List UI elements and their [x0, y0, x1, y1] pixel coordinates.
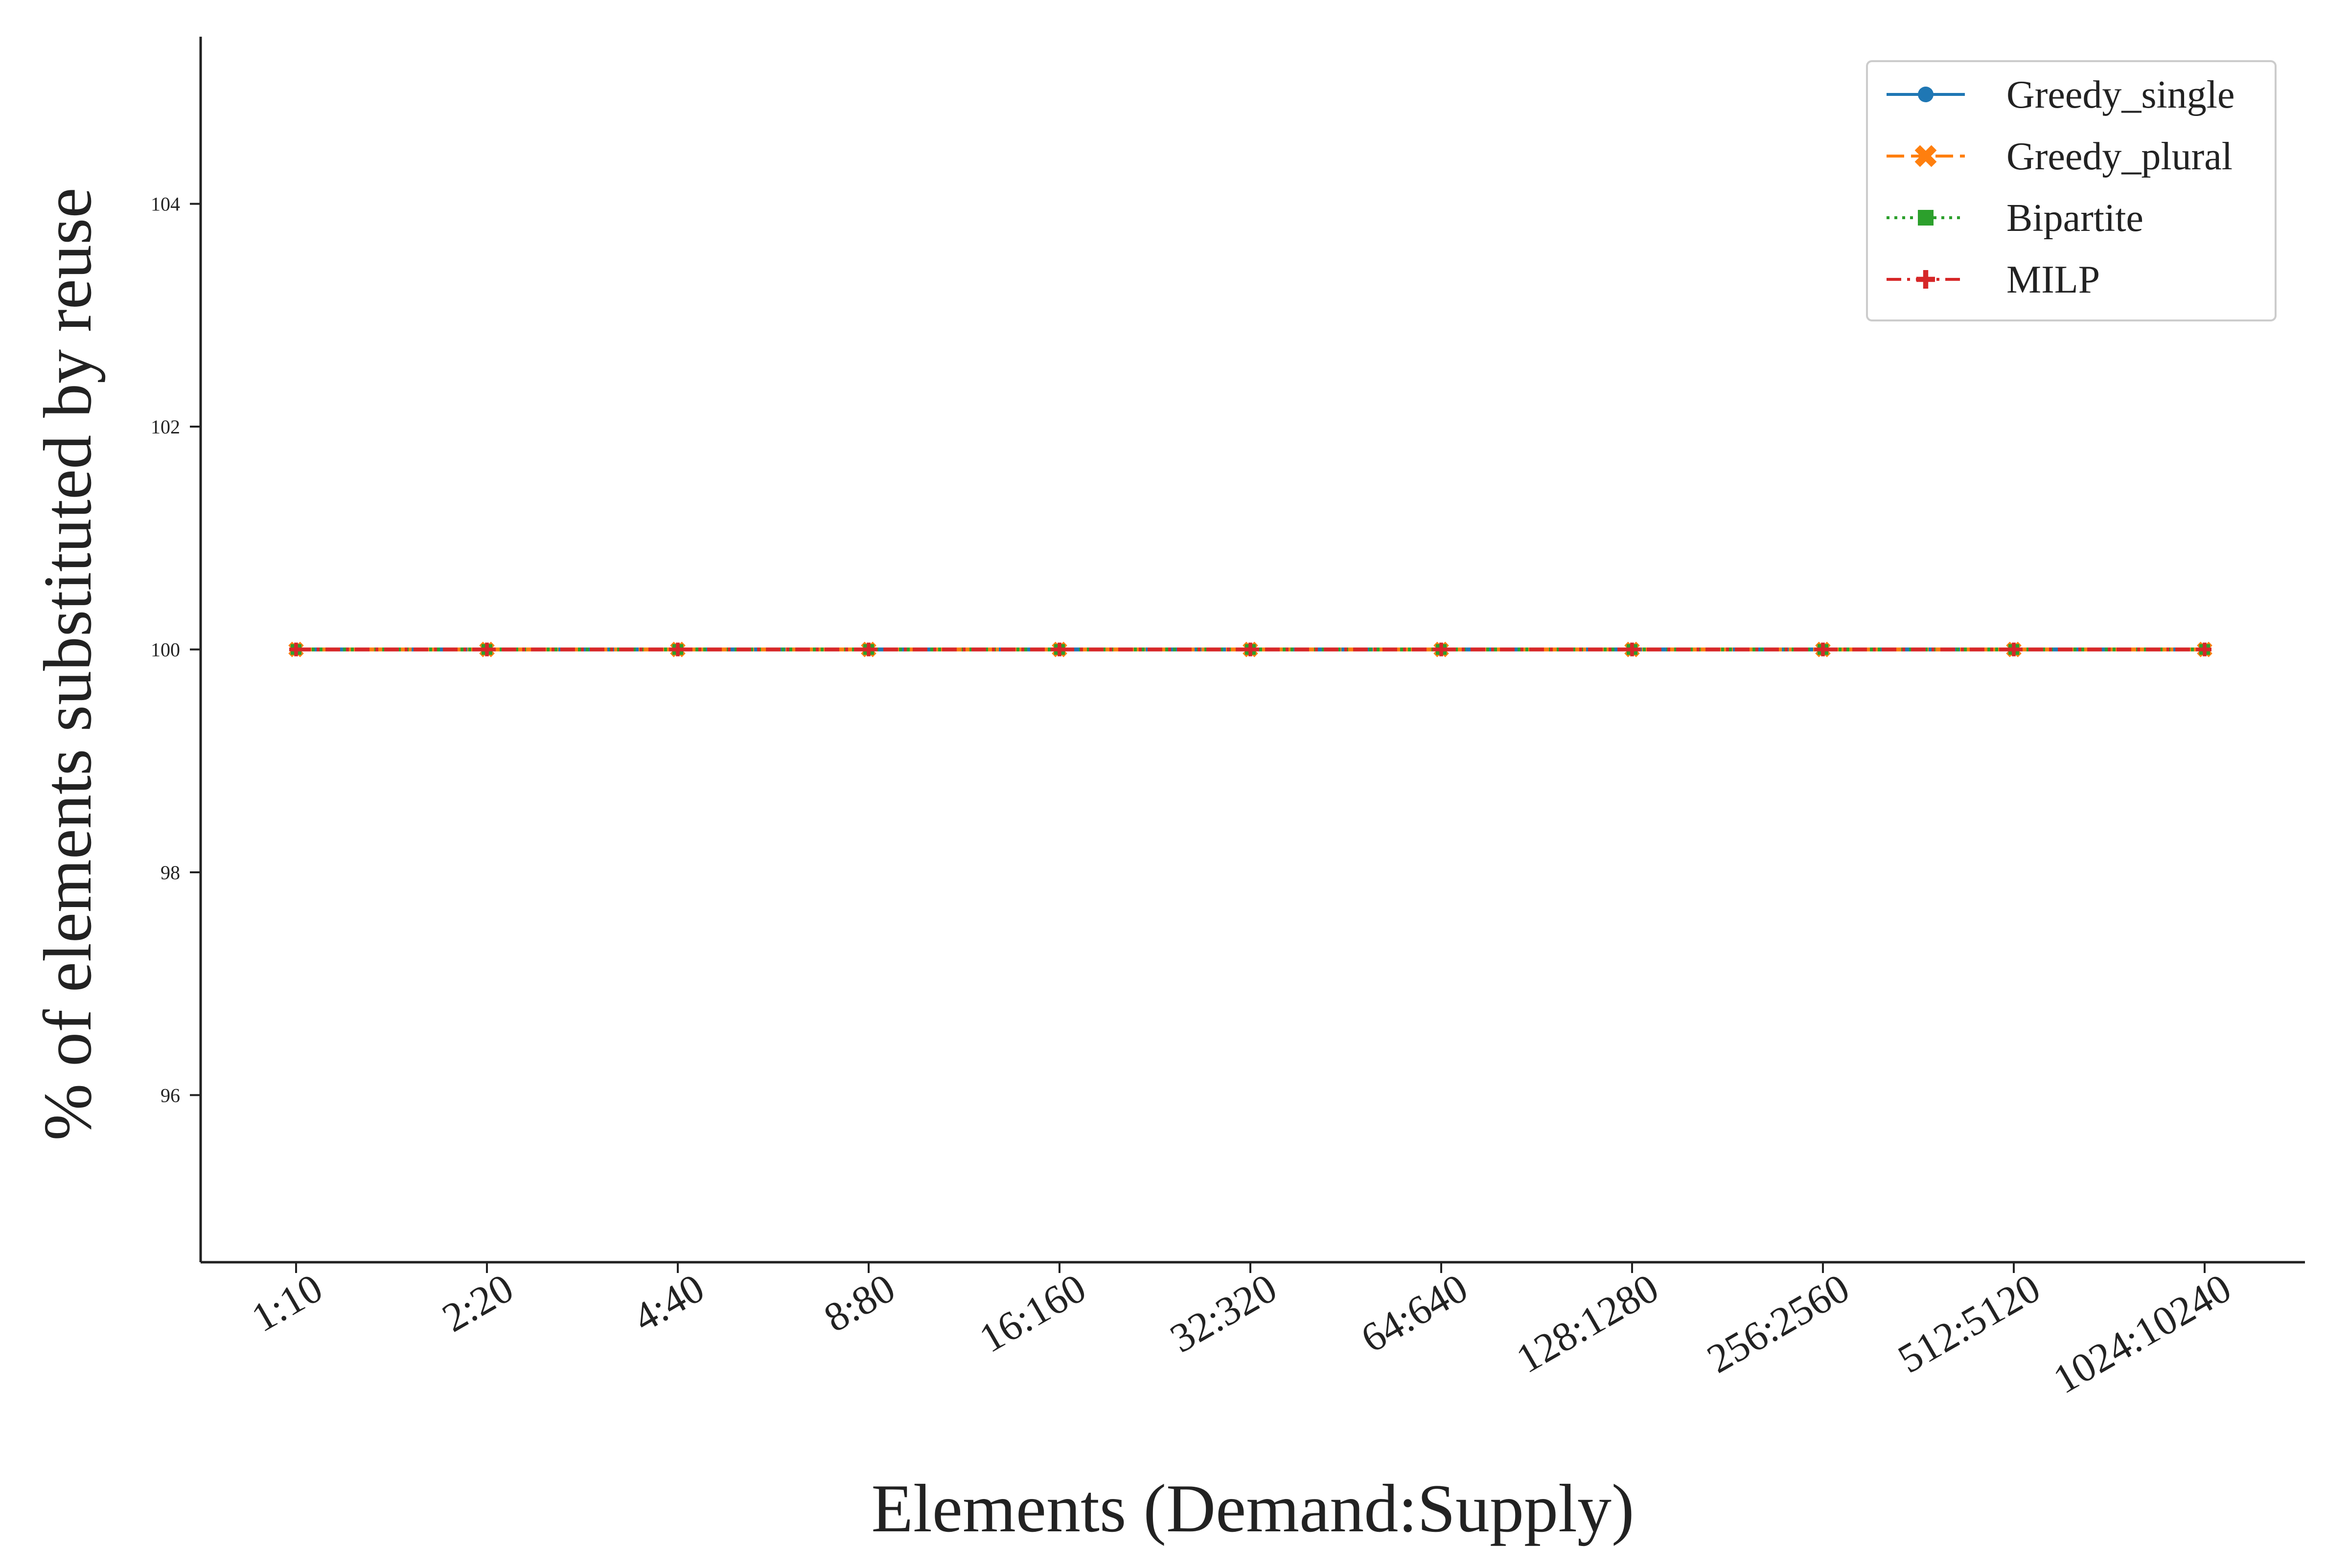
data-point-milp	[862, 642, 875, 657]
x-tick-label: 8:80	[817, 1265, 903, 1341]
legend-item-bipartite: Bipartite	[1887, 197, 2143, 240]
x-tick-label: 4:40	[626, 1265, 712, 1341]
y-tick-label: 100	[151, 639, 180, 661]
data-point-milp	[1625, 642, 1639, 657]
series-group	[288, 641, 2212, 658]
x-axis-title: Elements (Demand:Supply)	[871, 1471, 1634, 1546]
legend-item-milp: MILP	[1887, 258, 2100, 301]
legend: Greedy_single Greedy_plural Bipartite MILP	[1866, 60, 2277, 321]
x-tick-label: 64:640	[1354, 1265, 1475, 1362]
data-point-milp	[1816, 642, 1830, 657]
x-tick-label: 1024:10240	[2046, 1265, 2238, 1403]
legend-marker-bipartite	[1918, 210, 1934, 226]
legend-label-greedy-plural: Greedy_plural	[2006, 135, 2233, 178]
legend-marker-milp	[1916, 270, 1935, 289]
data-point-milp	[289, 642, 303, 657]
y-tick-label: 104	[151, 193, 180, 215]
y-axis-title: % of elements substituted by reuse	[30, 188, 106, 1141]
series-milp	[289, 642, 2211, 657]
x-tick-label: 512:5120	[1890, 1265, 2048, 1382]
legend-label-greedy-single: Greedy_single	[2006, 73, 2235, 116]
data-point-milp	[1244, 642, 1257, 657]
legend-label-milp: MILP	[2006, 258, 2100, 301]
x-tick-label: 2:20	[435, 1265, 521, 1341]
x-tick-label: 1:10	[244, 1265, 330, 1341]
data-point-milp	[2198, 642, 2211, 657]
x-tick-label: 32:320	[1163, 1265, 1285, 1362]
data-point-milp	[480, 642, 494, 657]
data-point-milp	[671, 642, 685, 657]
legend-marker-greedy-plural	[1914, 145, 1937, 167]
x-tick-label: 256:2560	[1700, 1265, 1857, 1382]
legend-item-greedy-single: Greedy_single	[1887, 73, 2235, 116]
data-point-milp	[2007, 642, 2021, 657]
x-tick-label: 128:1280	[1509, 1265, 1666, 1382]
legend-label-bipartite: Bipartite	[2006, 197, 2143, 240]
y-tick-label: 98	[161, 862, 180, 884]
y-tick-label: 96	[161, 1084, 180, 1106]
y-tick-label: 102	[151, 416, 180, 438]
legend-item-greedy-plural: Greedy_plural	[1887, 135, 2233, 178]
data-point-milp	[1434, 642, 1448, 657]
legend-box	[1866, 60, 2277, 321]
data-point-milp	[1053, 642, 1066, 657]
legend-marker-greedy-single	[1918, 87, 1934, 102]
x-tick-label: 16:160	[972, 1265, 1094, 1362]
